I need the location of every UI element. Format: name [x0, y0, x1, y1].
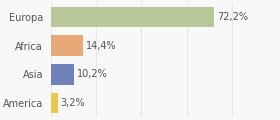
- Text: 3,2%: 3,2%: [61, 98, 85, 108]
- Text: 14,4%: 14,4%: [86, 41, 117, 51]
- Bar: [51, 64, 74, 85]
- Bar: [51, 35, 83, 56]
- Text: 72,2%: 72,2%: [217, 12, 248, 22]
- Bar: [51, 7, 214, 27]
- Text: 10,2%: 10,2%: [76, 69, 107, 79]
- Bar: [51, 93, 58, 113]
